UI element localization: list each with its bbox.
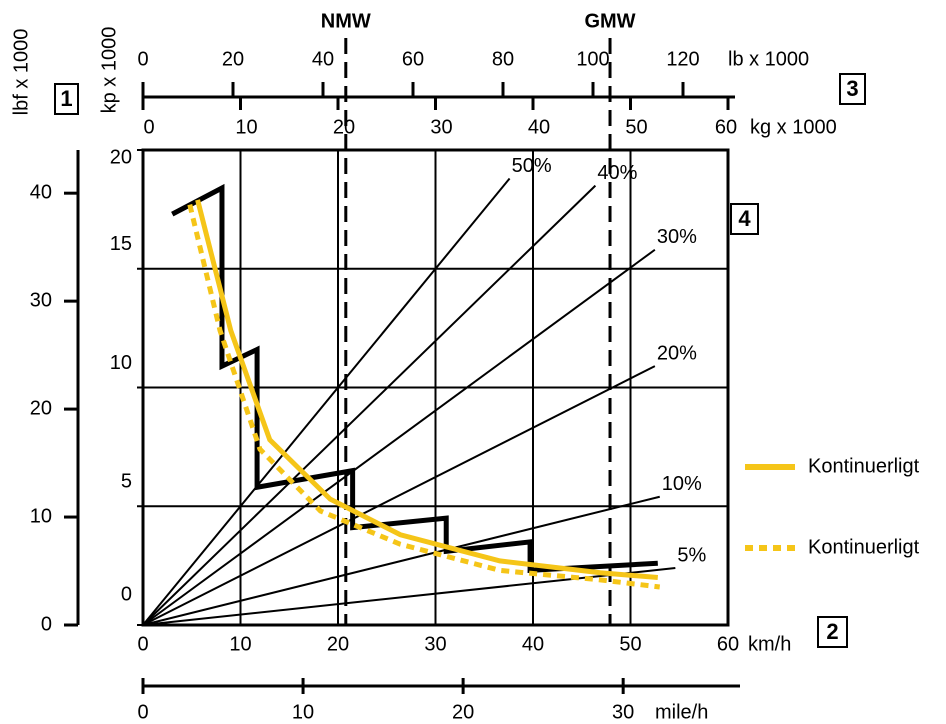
y2-tick-label: 0 — [41, 613, 52, 635]
x3-tick-label: 80 — [492, 48, 514, 70]
grade-line — [142, 567, 676, 626]
x4-tick-label: 10 — [292, 701, 314, 723]
marker: 1 — [60, 86, 72, 111]
x2-tick-label: 10 — [235, 116, 257, 138]
y2-tick-label: 10 — [30, 505, 52, 527]
x-tick-label: 0 — [137, 633, 148, 655]
x3-tick-label: 100 — [576, 48, 609, 70]
y-tick-label: 10 — [110, 352, 132, 374]
x3-axis-label: lb x 1000 — [728, 48, 809, 70]
x4-axis-label: mile/h — [655, 701, 708, 723]
x2-tick-label: 30 — [430, 116, 452, 138]
x2-axis-label: kg x 1000 — [750, 116, 837, 138]
grade-line — [142, 184, 597, 626]
x3-tick-label: 60 — [402, 48, 424, 70]
x-tick-label: 50 — [619, 633, 641, 655]
grade-label: 40% — [597, 162, 637, 184]
y2-tick-label: 30 — [30, 289, 52, 311]
x4-tick-label: 20 — [452, 701, 474, 723]
x-tick-label: 10 — [229, 633, 251, 655]
reference-label: NMW — [321, 10, 371, 32]
x-tick-label: 60 — [717, 633, 739, 655]
x-tick-label: 40 — [522, 633, 544, 655]
y2-tick-label: 20 — [30, 397, 52, 419]
y-tick-label: 20 — [110, 146, 132, 168]
y-tick-label: 5 — [121, 471, 132, 493]
y-tick-label: 15 — [110, 233, 132, 255]
marker: 3 — [846, 76, 858, 101]
grade-label: 10% — [662, 473, 702, 495]
series-line — [195, 199, 659, 580]
grade-label: 5% — [677, 544, 706, 566]
legend-label: Kontinuerligt — [808, 455, 920, 477]
y-tick-label: 0 — [121, 583, 132, 605]
grade-label: 50% — [512, 155, 552, 177]
grade-line — [142, 177, 511, 626]
x3-tick-label: 120 — [666, 48, 699, 70]
y2-axis-label: lbf x 1000 — [10, 29, 32, 116]
marker-box — [839, 73, 866, 105]
x2-tick-label: 20 — [333, 116, 355, 138]
grade-label: 30% — [657, 226, 697, 248]
grade-line — [142, 495, 660, 626]
series-line — [171, 183, 658, 574]
legend-label: Kontinuerligt — [808, 536, 920, 558]
grade-label: 20% — [657, 342, 697, 364]
x4-tick-label: 30 — [612, 701, 634, 723]
x3-tick-label: 20 — [222, 48, 244, 70]
y-axis-label: kp x 1000 — [98, 27, 120, 114]
x3-tick-label: 0 — [137, 48, 148, 70]
x3-tick-label: 40 — [312, 48, 334, 70]
grade-line — [142, 365, 656, 626]
marker: 4 — [738, 206, 751, 231]
reference-label: GMW — [584, 10, 635, 32]
x2-tick-label: 0 — [143, 116, 154, 138]
x2-tick-label: 40 — [528, 116, 550, 138]
y2-tick-label: 40 — [30, 181, 52, 203]
series-line — [187, 204, 661, 590]
x-tick-label: 30 — [424, 633, 446, 655]
grade-line — [142, 248, 656, 626]
x4-tick-label: 0 — [137, 701, 148, 723]
x2-tick-label: 60 — [715, 116, 737, 138]
x-tick-label: 20 — [327, 633, 349, 655]
marker-box — [54, 83, 79, 115]
x-axis-label: km/h — [748, 633, 791, 655]
marker-box — [817, 616, 848, 648]
marker-box — [730, 203, 759, 235]
marker: 2 — [826, 619, 838, 644]
x2-tick-label: 50 — [625, 116, 647, 138]
